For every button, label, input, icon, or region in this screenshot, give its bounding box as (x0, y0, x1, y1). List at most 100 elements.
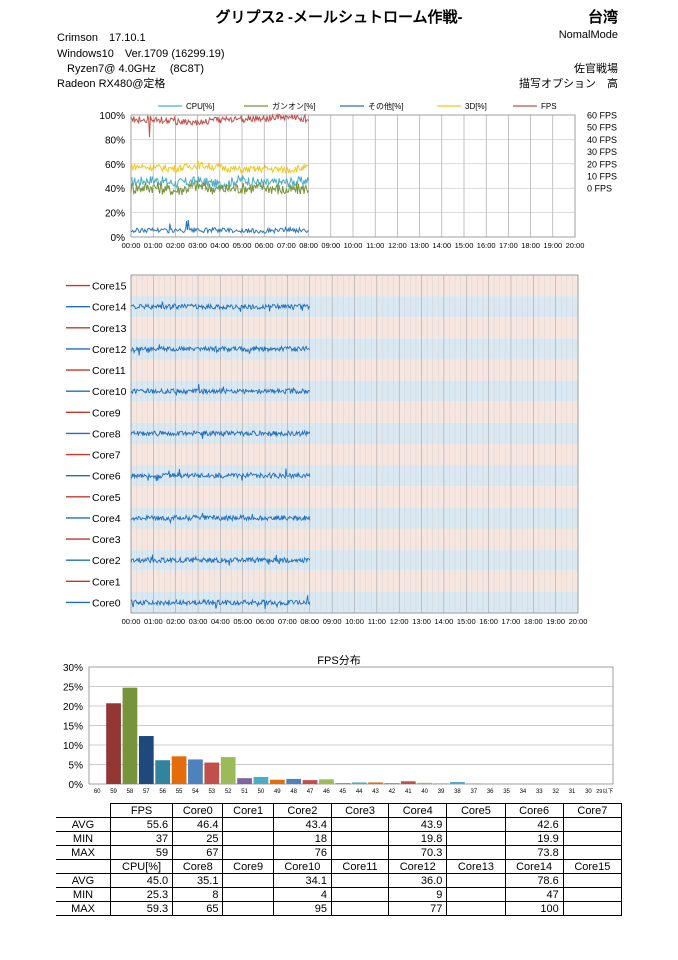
y-tick-label-right: 30 FPS (587, 147, 617, 157)
stats-header-cell: Core10 (272, 859, 332, 874)
x-tick-label: 20:00 (569, 617, 588, 626)
x-tick-label: 13:00 (412, 617, 431, 626)
stats-row-label: MIN (56, 831, 111, 846)
core-timeline-chart: Core15 Core14 Core13 Core12 Core11 Core10 Core… (66, 274, 588, 626)
legend-label: その他[%] (368, 101, 404, 111)
x-tick-label: 04:00 (210, 241, 229, 250)
bar-43 (368, 782, 383, 784)
stats-value-cell (222, 901, 274, 916)
stats-header-cell: Core14 (504, 859, 564, 874)
x-tick-label: 48 (290, 789, 297, 795)
core-series-core10 (130, 384, 310, 397)
y-tick-label-left: 80% (105, 135, 125, 146)
y-tick-label-left: 60% (105, 160, 125, 171)
stats-header-cell: Core2 (272, 803, 332, 818)
stats-value-cell: 25.3 (109, 887, 174, 902)
x-tick-label: 39 (438, 789, 445, 795)
x-tick-label: 06:00 (255, 241, 274, 250)
core-label-core0: Core0 (92, 597, 121, 609)
core-series-core0 (130, 595, 311, 609)
core-label-core12: Core12 (92, 344, 127, 356)
stats-header-cell: Core7 (562, 803, 623, 818)
core-series-core8 (130, 429, 311, 439)
x-tick-label: 17:00 (499, 241, 518, 250)
x-tick-label: 30 (585, 789, 592, 795)
stats-value-cell: 8 (172, 887, 224, 902)
x-tick-label: 05:00 (233, 617, 252, 626)
stats-value-cell (562, 817, 623, 832)
x-tick-label: 38 (454, 789, 461, 795)
y-tick-label-right: 0 FPS (587, 184, 612, 194)
stats-value-cell (222, 831, 274, 846)
x-tick-label: 08:00 (299, 241, 318, 250)
x-tick-label: 14:00 (435, 617, 454, 626)
stats-value-cell (446, 887, 506, 902)
stats-header-cell: Core5 (446, 803, 506, 818)
legend-label: 3D[%] (465, 102, 487, 111)
x-tick-label: 08:00 (300, 617, 319, 626)
legend-label: FPS (541, 102, 557, 111)
stats-value-cell: 47 (504, 887, 564, 902)
stats-row-max: MAX 59 67 76 70.3 73.8 (56, 845, 623, 860)
core-series-core14 (130, 301, 311, 312)
x-tick-label: 16:00 (477, 241, 496, 250)
x-tick-label: 02:00 (166, 617, 185, 626)
x-tick-label: 15:00 (457, 617, 476, 626)
x-tick-label: 11:00 (366, 241, 384, 250)
stats-value-cell: 19.9 (504, 831, 564, 846)
stats-value-cell: 67 (172, 845, 224, 860)
bar-49 (269, 779, 285, 784)
stats-row-label: MAX (56, 845, 111, 860)
x-tick-label: 60 (94, 789, 101, 795)
x-tick-label: 04:00 (211, 617, 230, 626)
stats-value-cell (446, 901, 506, 916)
x-tick-label: 03:00 (189, 617, 208, 626)
core-label-core11: Core11 (92, 365, 126, 377)
stats-value-cell: 35.1 (172, 873, 224, 888)
bar-48 (286, 778, 302, 784)
x-tick-label: 52 (225, 789, 232, 795)
x-tick-label: 00:00 (122, 617, 141, 626)
stats-value-cell (446, 845, 506, 860)
stats-value-cell (330, 887, 390, 902)
stats-row-label: MIN (56, 887, 111, 902)
x-tick-label: 32 (552, 789, 559, 795)
bar-59 (106, 703, 121, 784)
x-tick-label: 09:00 (321, 241, 340, 250)
core-label-core4: Core4 (92, 513, 121, 525)
driver-version: Crimson 17.10.1 (57, 32, 146, 44)
page-title: グリプス2 -メールシュトローム作戦- (215, 9, 463, 26)
stats-value-cell: 36.0 (388, 873, 448, 888)
x-tick-label: 36 (487, 789, 494, 795)
stats-value-cell (222, 817, 274, 832)
legend-label: ガンオン[%] (272, 101, 316, 111)
bar-47 (302, 780, 318, 784)
stats-value-cell (330, 845, 390, 860)
stats-corner-cell (56, 803, 111, 818)
x-tick-label: 17:00 (502, 617, 521, 626)
x-tick-label: 15:00 (455, 241, 474, 250)
series-line-2 (130, 220, 309, 235)
os-version: Windows10 Ver.1709 (16299.19) (57, 48, 225, 60)
x-tick-label: 54 (192, 789, 199, 795)
core-label-core3: Core3 (92, 534, 121, 546)
bar-55 (171, 756, 187, 784)
x-tick-label: 06:00 (256, 617, 275, 626)
x-tick-label: 16:00 (479, 617, 498, 626)
stats-header-cell: Core4 (388, 803, 448, 818)
bar-53 (204, 762, 220, 784)
x-tick-label: 14:00 (432, 241, 451, 250)
stats-value-cell (222, 873, 274, 888)
stats-value-cell (446, 831, 506, 846)
x-tick-label: 00:00 (122, 241, 141, 250)
x-tick-label: 55 (176, 789, 183, 795)
stats-value-cell (562, 873, 623, 888)
y-tick-label-right: 10 FPS (587, 172, 617, 182)
x-tick-label: 07:00 (278, 617, 297, 626)
x-tick-label: 51 (241, 789, 248, 795)
bar-44 (351, 782, 367, 784)
stats-row-max: MAX 59.3 65 95 77 100 (56, 901, 623, 916)
stats-value-cell (330, 901, 390, 916)
stats-value-cell: 78.6 (504, 873, 564, 888)
y-tick-label: 30% (63, 663, 83, 674)
